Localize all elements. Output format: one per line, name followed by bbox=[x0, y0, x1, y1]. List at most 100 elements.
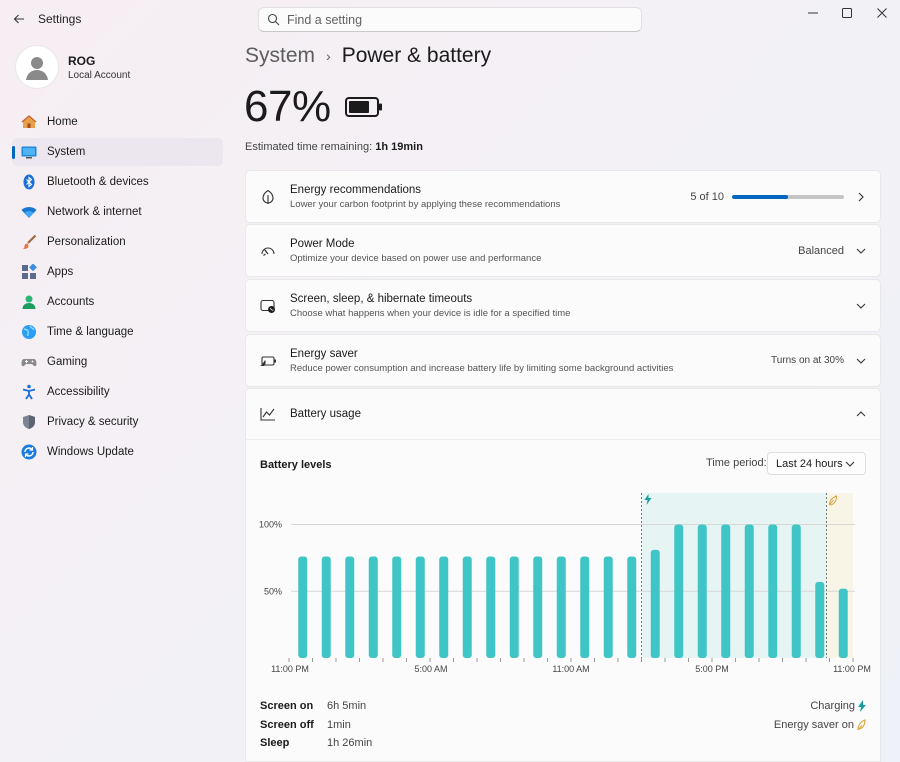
sidebar-item-accounts[interactable]: Accounts bbox=[12, 288, 223, 316]
title-bar: Settings bbox=[0, 0, 900, 38]
bar bbox=[556, 556, 566, 658]
stat-row: Screen off 1min bbox=[260, 716, 372, 735]
apps-icon bbox=[20, 263, 38, 281]
battery-levels-chart: 100% 50% 11:00 PM 5:00 AM 11:00 AM 5:00 PM 11:… bbox=[259, 493, 871, 674]
x-tick-label: 11:00 PM bbox=[271, 664, 309, 674]
bar bbox=[721, 524, 731, 658]
leaf-icon bbox=[246, 189, 290, 205]
card-title: Power Mode bbox=[290, 237, 355, 250]
minimize-icon bbox=[808, 12, 818, 14]
card-title: Screen, sleep, & hibernate timeouts bbox=[290, 292, 473, 305]
battery-percentage: 67% bbox=[244, 82, 331, 131]
back-arrow-icon bbox=[13, 14, 24, 24]
charging-marker-icon bbox=[644, 494, 652, 505]
bar bbox=[650, 549, 660, 658]
search-input[interactable] bbox=[287, 12, 627, 27]
bar bbox=[321, 556, 331, 658]
stat-value: 6h 5min bbox=[327, 700, 367, 713]
chevron-up-icon bbox=[854, 410, 868, 418]
sidebar-item-personalization[interactable]: Personalization bbox=[12, 228, 223, 256]
battery-usage-header[interactable]: Battery usage bbox=[246, 389, 880, 440]
legend-label: Energy saver on bbox=[773, 718, 854, 731]
chevron-right-icon bbox=[854, 192, 868, 202]
breadcrumb-separator: › bbox=[326, 48, 331, 64]
sidebar-item-apps[interactable]: Apps bbox=[12, 258, 223, 286]
minimize-button[interactable] bbox=[796, 0, 830, 26]
energy-recommendations-card[interactable]: Energy recommendations Lower your carbon… bbox=[245, 170, 881, 223]
globe-icon bbox=[20, 323, 38, 341]
sidebar-item-label: Privacy & security bbox=[47, 416, 139, 428]
bluetooth-icon bbox=[20, 173, 38, 191]
sidebar-item-label: Time & language bbox=[47, 326, 134, 338]
sidebar-item-label: Accounts bbox=[47, 296, 95, 308]
update-icon bbox=[20, 443, 38, 461]
stat-value: 1min bbox=[327, 718, 351, 731]
recommendations-progress-bar bbox=[732, 194, 844, 199]
energy-saver-threshold: Turns on at 30% bbox=[770, 355, 844, 366]
x-tick-label: 11:00 PM bbox=[833, 664, 871, 674]
bar bbox=[298, 556, 308, 658]
sidebar-item-label: System bbox=[47, 146, 86, 158]
bar bbox=[345, 556, 355, 658]
time-period-dropdown[interactable]: Last 24 hours bbox=[767, 452, 866, 475]
card-title: Energy saver bbox=[290, 347, 358, 360]
usage-stats: Screen on 6h 5min Screen off 1min Sleep 1h … bbox=[260, 697, 372, 753]
y-tick-label: 50% bbox=[264, 586, 282, 596]
timeouts-card[interactable]: Screen, sleep, & hibernate timeouts Choo… bbox=[245, 279, 881, 332]
sidebar-item-system[interactable]: System bbox=[12, 138, 223, 166]
home-icon bbox=[20, 113, 38, 131]
sidebar-item-privacy[interactable]: Privacy & security bbox=[12, 408, 223, 436]
back-button[interactable] bbox=[8, 8, 30, 30]
sidebar-item-label: Apps bbox=[47, 266, 74, 278]
profile[interactable]: ROG Local Account bbox=[15, 45, 130, 89]
bar bbox=[509, 556, 519, 658]
person-icon bbox=[20, 293, 38, 311]
wifi-icon bbox=[20, 203, 38, 221]
profile-subtitle: Local Account bbox=[68, 69, 131, 81]
stat-label: Screen off bbox=[260, 718, 314, 731]
gamepad-icon bbox=[20, 353, 38, 371]
monitor-icon bbox=[20, 143, 38, 161]
sidebar-item-time-language[interactable]: Time & language bbox=[12, 318, 223, 346]
sidebar-item-network[interactable]: Network & internet bbox=[12, 198, 223, 226]
legend-charging: Charging bbox=[774, 697, 866, 716]
shield-icon bbox=[20, 413, 38, 431]
battery-levels-title: Battery levels bbox=[260, 459, 332, 471]
power-mode-dropdown[interactable]: Balanced bbox=[798, 244, 844, 257]
bar bbox=[368, 556, 378, 658]
app-title: Settings bbox=[38, 12, 82, 26]
sidebar-item-accessibility[interactable]: Accessibility bbox=[12, 378, 223, 406]
recommendations-count: 5 of 10 bbox=[690, 190, 724, 203]
sidebar-item-label: Gaming bbox=[47, 356, 88, 368]
x-tick-label: 5:00 AM bbox=[414, 664, 447, 674]
close-button[interactable] bbox=[864, 0, 900, 26]
stat-label: Sleep bbox=[260, 737, 290, 750]
window-controls bbox=[796, 0, 900, 26]
sidebar-nav: Home System Bluetooth & devices Network … bbox=[12, 108, 223, 468]
power-mode-card[interactable]: Power Mode Optimize your device based on… bbox=[245, 224, 881, 277]
search-box[interactable] bbox=[258, 7, 642, 32]
maximize-button[interactable] bbox=[830, 0, 864, 26]
sidebar-item-bluetooth[interactable]: Bluetooth & devices bbox=[12, 168, 223, 196]
sidebar-item-gaming[interactable]: Gaming bbox=[12, 348, 223, 376]
line-chart-icon bbox=[246, 407, 290, 421]
sidebar-item-home[interactable]: Home bbox=[12, 108, 223, 136]
chart-legend: Charging Energy saver on bbox=[774, 697, 866, 734]
screen-sleep-icon bbox=[246, 298, 290, 314]
battery-usage-card: Battery usage Battery levels Time period… bbox=[245, 388, 881, 762]
y-tick-label: 100% bbox=[259, 520, 282, 530]
bar bbox=[439, 556, 449, 658]
bar bbox=[674, 524, 684, 658]
sidebar-item-label: Network & internet bbox=[47, 206, 142, 218]
bar bbox=[744, 524, 754, 658]
accessibility-icon bbox=[20, 383, 38, 401]
energy-saver-card[interactable]: Energy saver Reduce power consumption an… bbox=[245, 334, 881, 387]
bar bbox=[486, 556, 496, 658]
maximize-icon bbox=[842, 8, 852, 18]
sidebar-item-windows-update[interactable]: Windows Update bbox=[12, 438, 223, 466]
breadcrumb-parent[interactable]: System bbox=[245, 44, 316, 67]
bar bbox=[415, 556, 425, 658]
page-title: Power & battery bbox=[341, 44, 492, 67]
estimated-time-label: Estimated time remaining: bbox=[245, 141, 373, 153]
energy-saver-icon bbox=[246, 354, 290, 368]
